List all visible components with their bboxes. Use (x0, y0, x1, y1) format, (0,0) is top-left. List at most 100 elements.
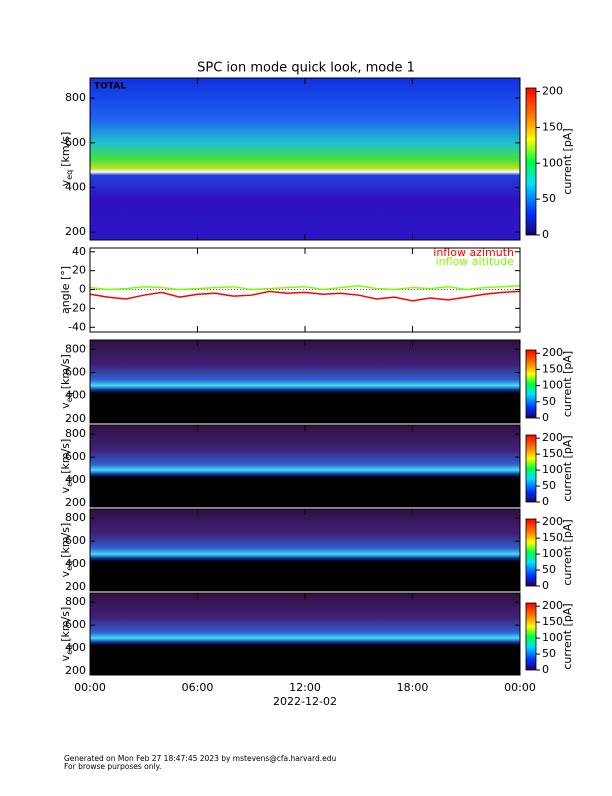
y-axis-label-main: v (59, 486, 72, 493)
y-axis-label-unit: [km/s] (59, 439, 72, 474)
y-tick-label: -40 (68, 320, 86, 333)
colorbar-tick-label: 150 (542, 362, 563, 375)
colorbar-tick-label: 50 (542, 192, 556, 205)
colorbar-tick-label: 0 (542, 663, 549, 676)
panel-frame (89, 77, 521, 241)
y-tick-label: 400 (65, 641, 86, 654)
panel-frame (89, 339, 521, 424)
y-axis-label-main: v (59, 570, 72, 577)
y-tick-label: 800 (65, 427, 86, 440)
y-tick-label: 600 (65, 366, 86, 379)
y-axis-label-sub: eq (65, 645, 74, 655)
y-axis-label-unit: [km/s] (59, 354, 72, 389)
y-axis-label-sub: eq (65, 392, 74, 402)
x-tick-label: 18:00 (397, 681, 429, 694)
y-tick-label: -20 (68, 301, 86, 314)
panel-frame (89, 247, 521, 333)
spectrogram (90, 425, 520, 507)
y-tick-label: 600 (65, 136, 86, 149)
x-tick-label: 06:00 (182, 681, 214, 694)
panel-frame (89, 592, 521, 676)
legend-entry: inflow altitude (436, 255, 515, 268)
colorbar-tick-label: 0 (542, 411, 549, 424)
colorbar-tick-label: 100 (542, 379, 563, 392)
y-axis-label-sub: eq (65, 170, 74, 180)
colorbar-tick-label: 0 (542, 228, 549, 241)
y-tick-label: 200 (65, 412, 86, 425)
y-axis-label-main: v (59, 179, 72, 186)
colorbar-label: current [pA] (561, 435, 574, 501)
y-tick-label: 800 (65, 342, 86, 355)
colorbar-tick-label: 200 (542, 431, 563, 444)
y-tick-label: 800 (65, 511, 86, 524)
y-axis-label: veq [km/s] (59, 439, 74, 494)
colorbar-tick-label: 150 (542, 531, 563, 544)
colorbar-tick-label: 150 (542, 120, 563, 133)
y-axis-label-unit: [km/s] (59, 132, 72, 167)
colorbar-tick-label: 0 (542, 579, 549, 592)
line-series (89, 290, 521, 302)
x-tick-label: 00:00 (504, 681, 536, 694)
y-axis-label: veq [km/s] (59, 607, 74, 662)
colorbar (525, 349, 537, 419)
y-tick-label: 40 (72, 245, 86, 258)
y-tick-label: 800 (65, 91, 86, 104)
colorbar-label: current [pA] (561, 603, 574, 669)
colorbar-label: current [pA] (561, 351, 574, 417)
colorbar-label: current [pA] (561, 128, 574, 194)
colorbar-tick-label: 50 (542, 647, 556, 660)
colorbar-label: current [pA] (561, 519, 574, 585)
colorbar-tick-label: 150 (542, 615, 563, 628)
colorbar-tick-label: 50 (542, 563, 556, 576)
colorbar-tick-label: 50 (542, 479, 556, 492)
colorbar-tick-label: 200 (542, 599, 563, 612)
panel-frame (89, 508, 521, 592)
x-tick-label: 00:00 (74, 681, 106, 694)
y-axis-label-main: v (59, 654, 72, 661)
colorbar-tick-label: 100 (542, 631, 563, 644)
x-axis-label: 2022-12-02 (273, 695, 337, 708)
y-axis-label: veq [km/s] (59, 523, 74, 578)
y-tick-label: 400 (65, 557, 86, 570)
y-tick-label: 200 (65, 664, 86, 677)
y-tick-label: 20 (72, 264, 86, 277)
colorbar-tick-label: 100 (542, 547, 563, 560)
y-axis-label-unit: [km/s] (59, 523, 72, 558)
colorbar (525, 87, 537, 236)
panel-label: TOTAL (94, 82, 126, 92)
colorbar-tick-label: 200 (542, 85, 563, 98)
footer: Generated on Mon Feb 27 18:47:45 2023 by… (64, 754, 336, 763)
colorbar (525, 518, 537, 587)
y-tick-label: 600 (65, 450, 86, 463)
colorbar-tick-label: 150 (542, 447, 563, 460)
y-axis-label-unit: [km/s] (59, 607, 72, 642)
colorbar (525, 434, 537, 503)
colorbar-tick-label: 200 (542, 346, 563, 359)
y-axis-label-main: v (59, 402, 72, 409)
y-tick-label: 800 (65, 595, 86, 608)
y-tick-label: 600 (65, 534, 86, 547)
line-series (89, 284, 521, 291)
chart-title: SPC ion mode quick look, mode 1 (197, 61, 415, 76)
y-tick-label: 400 (65, 180, 86, 193)
y-axis-label-sub: eq (65, 477, 74, 487)
y-axis-label: angle [°] (59, 266, 72, 314)
spectrogram (90, 509, 520, 591)
y-tick-label: 0 (79, 283, 86, 296)
footer: For browse purposes only. (64, 762, 161, 771)
colorbar (525, 602, 537, 671)
y-tick-label: 400 (65, 473, 86, 486)
y-axis-label: veq [km/s] (59, 132, 74, 187)
colorbar-tick-label: 100 (542, 463, 563, 476)
colorbar-tick-label: 0 (542, 495, 549, 508)
colorbar-tick-label: 100 (542, 156, 563, 169)
y-tick-label: 200 (65, 225, 86, 238)
y-tick-label: 400 (65, 389, 86, 402)
colorbar-tick-label: 200 (542, 515, 563, 528)
spectrogram (90, 78, 520, 240)
legend-entry: inflow azimuth (433, 246, 514, 259)
panel-frame (89, 424, 521, 508)
spectrogram (90, 593, 520, 675)
y-tick-label: 600 (65, 618, 86, 631)
